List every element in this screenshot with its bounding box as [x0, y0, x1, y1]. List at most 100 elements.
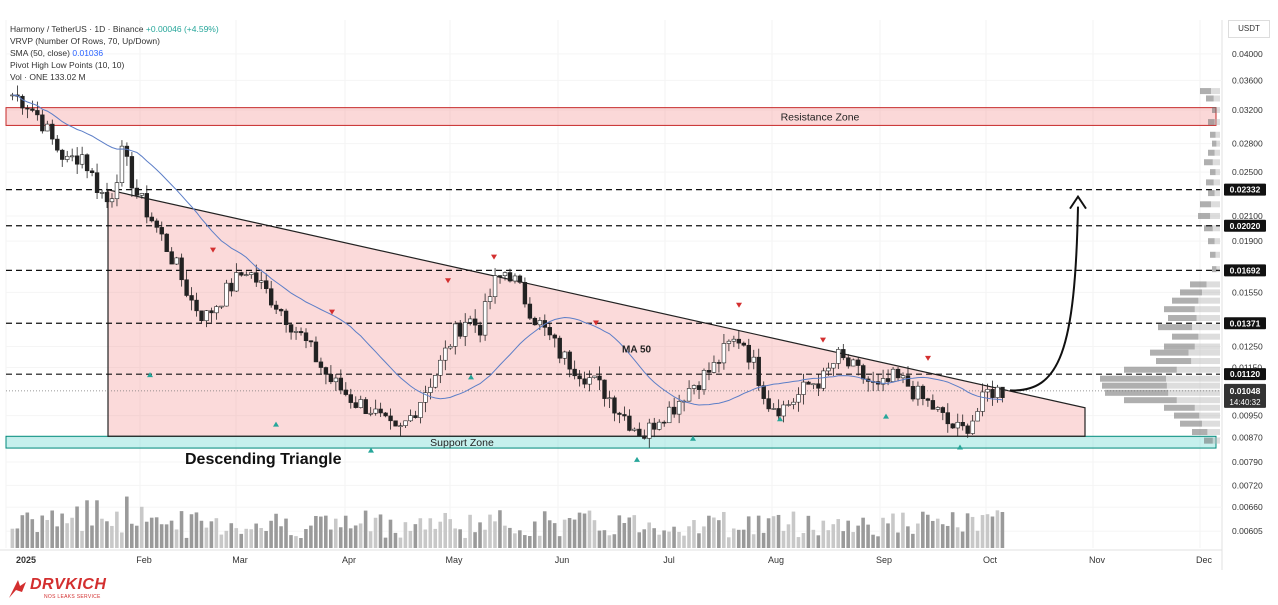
volume-profile-bar — [1194, 306, 1220, 313]
candle-body — [905, 375, 911, 387]
candle-body — [492, 275, 498, 297]
volume-bar — [632, 515, 637, 548]
candle-body — [965, 425, 970, 434]
volume-profile-bar — [1200, 88, 1211, 95]
volume-profile-bar — [1192, 429, 1208, 436]
volume-profile-bar — [1194, 343, 1220, 350]
y-tick-label: 0.00870 — [1232, 433, 1263, 443]
candle-body — [448, 346, 453, 349]
volume-bar — [80, 530, 84, 548]
vrvp-indicator[interactable]: VRVP (Number Of Rows, 70, Up/Down) — [10, 36, 160, 46]
volume-bar — [607, 535, 612, 548]
candle-body — [657, 421, 662, 430]
volume-bar — [682, 535, 686, 548]
volume-bar — [154, 517, 159, 548]
volume-bar — [85, 500, 89, 548]
candle-body — [383, 412, 388, 417]
sma-indicator[interactable]: SMA (50, close) — [10, 48, 70, 58]
y-tick-label: 0.00660 — [1232, 502, 1263, 512]
volume-bar — [55, 526, 59, 548]
pivot-high-marker — [445, 278, 451, 284]
candle-body — [587, 377, 592, 385]
candle-body — [995, 386, 1000, 398]
volume-bar — [597, 530, 602, 548]
y-tick-label: 0.00605 — [1232, 526, 1263, 536]
candle-body — [229, 282, 234, 292]
volume-bar — [423, 529, 428, 548]
logo-subtitle: NOS LEAKS SERVICE — [44, 594, 101, 600]
volume-bar — [209, 521, 214, 548]
currency-button[interactable]: USDT — [1228, 20, 1270, 38]
pivot-low-marker — [273, 421, 279, 427]
volume-bar — [577, 512, 582, 548]
last-price-badge — [1224, 383, 1266, 408]
volume-bar — [473, 532, 477, 548]
candle-body — [736, 338, 742, 344]
volume-bar — [831, 524, 836, 548]
volume-bar — [413, 524, 418, 548]
volume-profile-bar — [1216, 107, 1220, 113]
volume-bar — [75, 506, 79, 548]
volume-bar — [279, 526, 283, 548]
volume-bar — [95, 500, 99, 548]
volume-bar — [851, 532, 855, 548]
volume-bar — [687, 526, 691, 548]
pivot-low-marker — [777, 416, 783, 422]
candle-body — [776, 408, 781, 417]
candle-body — [79, 154, 85, 165]
volume-bar — [791, 511, 796, 548]
volume-bar — [274, 513, 278, 548]
candle-body — [388, 415, 393, 422]
x-tick-label: Oct — [983, 555, 998, 565]
volume-bar — [756, 515, 761, 548]
volume-bar — [736, 529, 741, 548]
candle-body — [517, 275, 523, 283]
volume-bar — [309, 525, 313, 548]
candle-body — [443, 347, 448, 361]
candle-body — [602, 379, 607, 399]
y-tick-label: 0.02500 — [1232, 167, 1263, 177]
candle-body — [25, 107, 30, 110]
x-tick-label: May — [445, 555, 463, 565]
pivot-high-marker — [925, 355, 931, 361]
candle-body — [204, 310, 209, 322]
candle-body — [273, 304, 279, 310]
volume-bar — [617, 515, 622, 548]
candle-body — [910, 386, 916, 400]
y-tick-label: 0.01550 — [1232, 287, 1263, 297]
volume-bar — [224, 530, 229, 548]
pivot-indicator[interactable]: Pivot High Low Points (10, 10) — [10, 60, 125, 70]
candle-body — [214, 306, 219, 314]
candle-body — [880, 378, 886, 385]
volume-bar — [926, 514, 930, 548]
pivot-low-marker — [690, 435, 696, 441]
symbol-label[interactable]: Harmony / TetherUS · 1D · Binance — [10, 24, 144, 34]
candle-body — [288, 324, 294, 333]
volume-bar — [50, 510, 54, 548]
volume-indicator[interactable]: Vol · ONE — [10, 72, 48, 82]
volume-bar — [622, 523, 627, 548]
candle-body — [846, 357, 851, 367]
y-tick-label: 0.00720 — [1232, 480, 1263, 490]
volume-bar — [25, 512, 30, 548]
volume-bar — [269, 520, 273, 548]
candle-body — [259, 280, 264, 283]
x-tick-label: Nov — [1089, 555, 1106, 565]
volume-profile-bar — [1206, 281, 1220, 288]
logo-text: DRVKICH — [30, 576, 107, 593]
volume-bar — [980, 515, 985, 548]
volume-bar — [244, 528, 248, 548]
volume-bar — [408, 530, 413, 548]
candle-body — [472, 318, 478, 326]
volume-profile-bar — [1156, 358, 1192, 365]
volume-bar — [299, 537, 303, 548]
volume-bar — [144, 521, 149, 548]
volume-profile-bar — [1158, 324, 1193, 331]
volume-bar — [935, 518, 940, 548]
candle-body — [487, 296, 493, 302]
candle-body — [60, 149, 65, 160]
volume-bar — [35, 532, 40, 548]
candle-body — [368, 412, 373, 415]
volume-bar — [801, 533, 806, 548]
